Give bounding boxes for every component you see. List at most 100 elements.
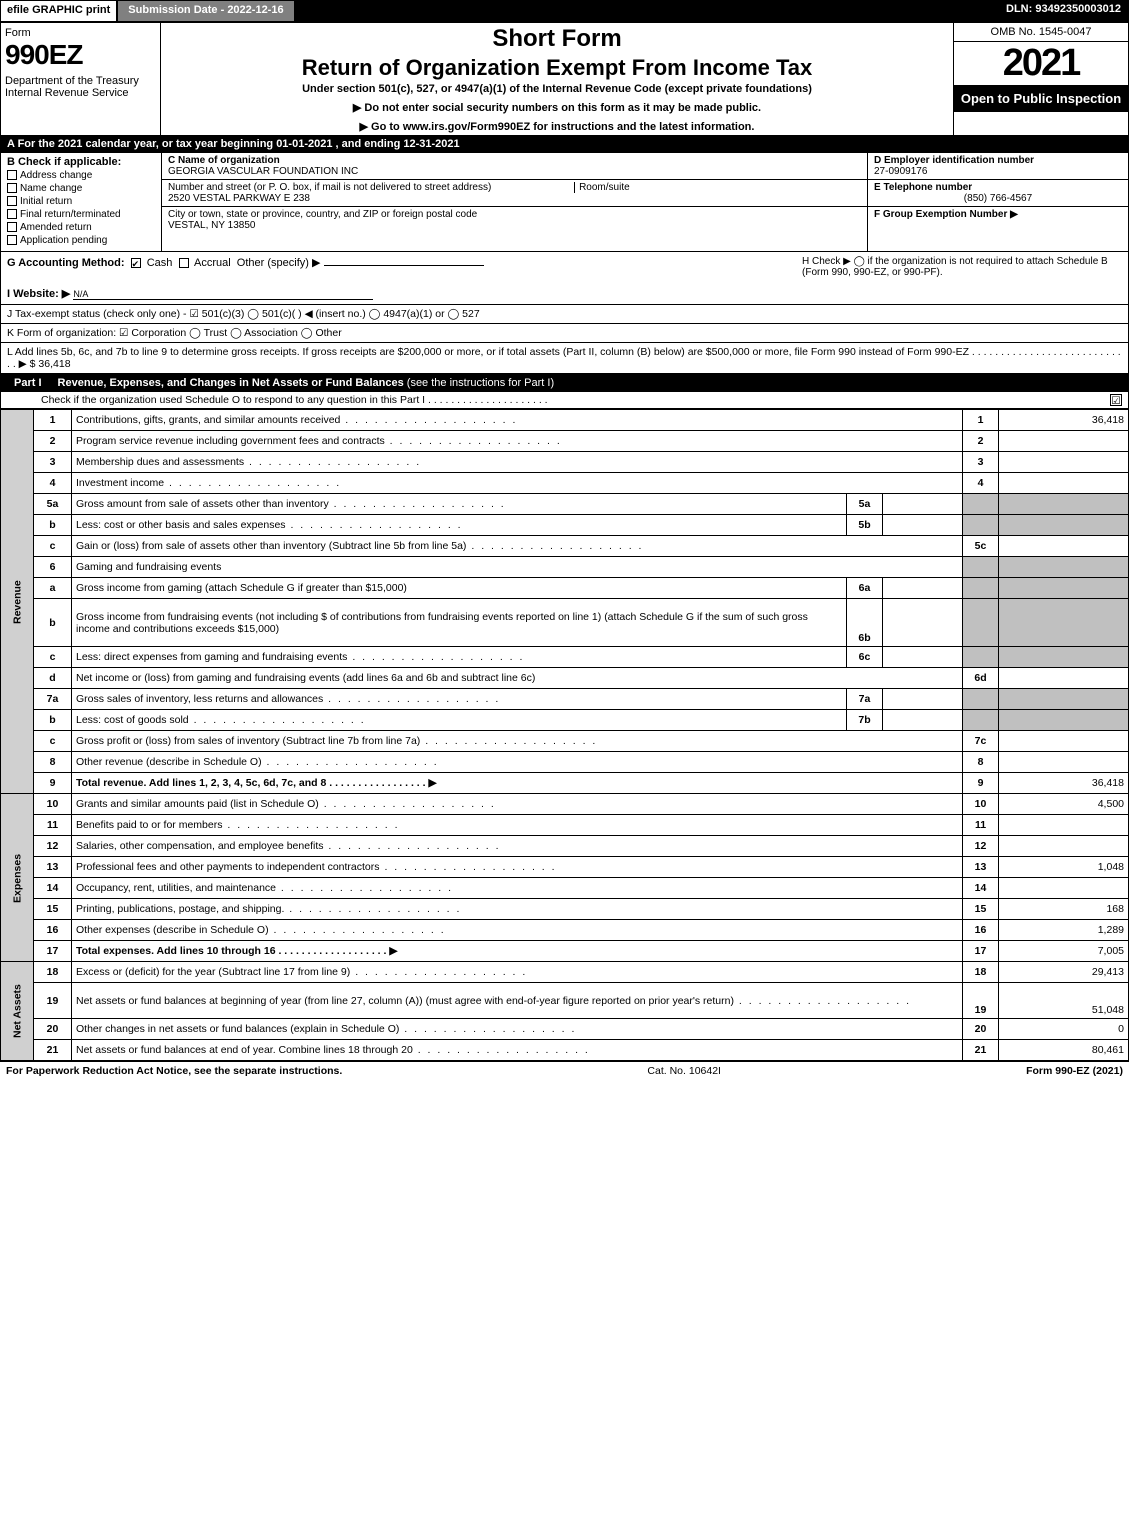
- shade-cell: [999, 599, 1129, 647]
- under-section: Under section 501(c), 527, or 4947(a)(1)…: [167, 83, 947, 95]
- sub-val: [883, 647, 963, 668]
- shade-cell: [999, 710, 1129, 731]
- expenses-side-label: Expenses: [1, 794, 34, 962]
- table-row: cLess: direct expenses from gaming and f…: [1, 647, 1129, 668]
- form-header: Form 990EZ Department of the Treasury In…: [0, 22, 1129, 136]
- line-num: 21: [34, 1040, 72, 1061]
- chk-accrual[interactable]: [179, 258, 189, 268]
- table-row: 20Other changes in net assets or fund ba…: [1, 1019, 1129, 1040]
- table-row: 21Net assets or fund balances at end of …: [1, 1040, 1129, 1061]
- line-val: 4,500: [999, 794, 1129, 815]
- entity-block: B Check if applicable: Address change Na…: [0, 153, 1129, 252]
- other-specify-input[interactable]: [324, 265, 484, 266]
- addr-label: Number and street (or P. O. box, if mail…: [168, 182, 491, 193]
- department: Department of the Treasury Internal Reve…: [5, 75, 156, 99]
- table-row: 4Investment income4: [1, 473, 1129, 494]
- line-num: b: [34, 599, 72, 647]
- line-num: b: [34, 515, 72, 536]
- line-num: c: [34, 731, 72, 752]
- chk-cash[interactable]: [131, 258, 141, 268]
- accrual-label: Accrual: [194, 257, 231, 269]
- sub-num: 7a: [847, 689, 883, 710]
- line-num: 20: [34, 1019, 72, 1040]
- sub-num: 5a: [847, 494, 883, 515]
- line-rnum: 1: [963, 410, 999, 431]
- form-title: Return of Organization Exempt From Incom…: [167, 55, 947, 81]
- line-num: 1: [34, 410, 72, 431]
- accounting-method-label: G Accounting Method:: [7, 257, 125, 269]
- line-desc: Excess or (deficit) for the year (Subtra…: [72, 962, 963, 983]
- line-num: 12: [34, 836, 72, 857]
- chk-initial-return[interactable]: Initial return: [7, 196, 155, 207]
- line-val: 36,418: [999, 773, 1129, 794]
- phone-value: (850) 766-4567: [874, 193, 1122, 204]
- part-1-check-line: Check if the organization used Schedule …: [0, 392, 1129, 409]
- shade-cell: [999, 689, 1129, 710]
- line-num: 15: [34, 899, 72, 920]
- line-num: 5a: [34, 494, 72, 515]
- line-desc: Gross income from fundraising events (no…: [72, 599, 847, 647]
- efile-print-button[interactable]: efile GRAPHIC print: [0, 0, 117, 22]
- line-desc: Gain or (loss) from sale of assets other…: [72, 536, 963, 557]
- org-name-value: GEORGIA VASCULAR FOUNDATION INC: [168, 166, 358, 177]
- sub-num: 5b: [847, 515, 883, 536]
- short-form-title: Short Form: [167, 25, 947, 53]
- line-num: 4: [34, 473, 72, 494]
- chk-name-change[interactable]: Name change: [7, 183, 155, 194]
- line-desc: Membership dues and assessments: [72, 452, 963, 473]
- line-rnum: 20: [963, 1019, 999, 1040]
- table-row: 12Salaries, other compensation, and empl…: [1, 836, 1129, 857]
- table-row: 7aGross sales of inventory, less returns…: [1, 689, 1129, 710]
- line-desc: Gross income from gaming (attach Schedul…: [72, 578, 847, 599]
- line-desc: Less: cost or other basis and sales expe…: [72, 515, 847, 536]
- sub-val: [883, 494, 963, 515]
- table-row: 16Other expenses (describe in Schedule O…: [1, 920, 1129, 941]
- section-b: B Check if applicable: Address change Na…: [1, 153, 161, 251]
- form-word: Form: [5, 27, 156, 39]
- line-rnum: 2: [963, 431, 999, 452]
- org-name-label: C Name of organization: [168, 155, 280, 166]
- line-num: 17: [34, 941, 72, 962]
- table-row: 8Other revenue (describe in Schedule O)8: [1, 752, 1129, 773]
- line-rnum: 8: [963, 752, 999, 773]
- table-row: 5aGross amount from sale of assets other…: [1, 494, 1129, 515]
- row-l-gross-receipts: L Add lines 5b, 6c, and 7b to line 9 to …: [0, 343, 1129, 374]
- table-row: Expenses 10Grants and similar amounts pa…: [1, 794, 1129, 815]
- chk-amended-return[interactable]: Amended return: [7, 222, 155, 233]
- omb-number: OMB No. 1545-0047: [954, 23, 1128, 42]
- row-h: H Check ▶ ◯ if the organization is not r…: [802, 256, 1122, 300]
- line-num: 10: [34, 794, 72, 815]
- shade-cell: [963, 515, 999, 536]
- table-row: bGross income from fundraising events (n…: [1, 599, 1129, 647]
- ein-label: D Employer identification number: [874, 155, 1034, 166]
- chk-application-pending[interactable]: Application pending: [7, 235, 155, 246]
- chk-address-change[interactable]: Address change: [7, 170, 155, 181]
- chk-name-change-label: Name change: [20, 183, 82, 194]
- instructions-link[interactable]: ▶ Go to www.irs.gov/Form990EZ for instru…: [167, 120, 947, 133]
- addr-value: 2520 VESTAL PARKWAY E 238: [168, 193, 310, 204]
- line-rnum: 10: [963, 794, 999, 815]
- city-value: VESTAL, NY 13850: [168, 220, 255, 231]
- table-row: Net Assets 18Excess or (deficit) for the…: [1, 962, 1129, 983]
- chk-final-return[interactable]: Final return/terminated: [7, 209, 155, 220]
- row-i: I Website: ▶ N/A: [7, 287, 802, 300]
- top-bar: efile GRAPHIC print Submission Date - 20…: [0, 0, 1129, 22]
- shade-cell: [963, 599, 999, 647]
- part-1-checkbox[interactable]: ☑: [1110, 394, 1122, 406]
- table-row: 11Benefits paid to or for members11: [1, 815, 1129, 836]
- line-val: [999, 878, 1129, 899]
- line-num: 2: [34, 431, 72, 452]
- ein-value: 27-0909176: [874, 166, 927, 177]
- header-center: Short Form Return of Organization Exempt…: [161, 23, 953, 135]
- shade-cell: [999, 557, 1129, 578]
- ssn-warning: ▶ Do not enter social security numbers o…: [167, 101, 947, 114]
- line-desc: Contributions, gifts, grants, and simila…: [72, 410, 963, 431]
- sub-val: [883, 689, 963, 710]
- line-desc: Net assets or fund balances at end of ye…: [72, 1040, 963, 1061]
- table-row: aGross income from gaming (attach Schedu…: [1, 578, 1129, 599]
- row-j-tax-exempt: J Tax-exempt status (check only one) - ☑…: [0, 305, 1129, 324]
- open-to-public: Open to Public Inspection: [954, 85, 1128, 112]
- line-num: b: [34, 710, 72, 731]
- part-1-label: Part I: [6, 377, 50, 389]
- line-desc: Gross amount from sale of assets other t…: [72, 494, 847, 515]
